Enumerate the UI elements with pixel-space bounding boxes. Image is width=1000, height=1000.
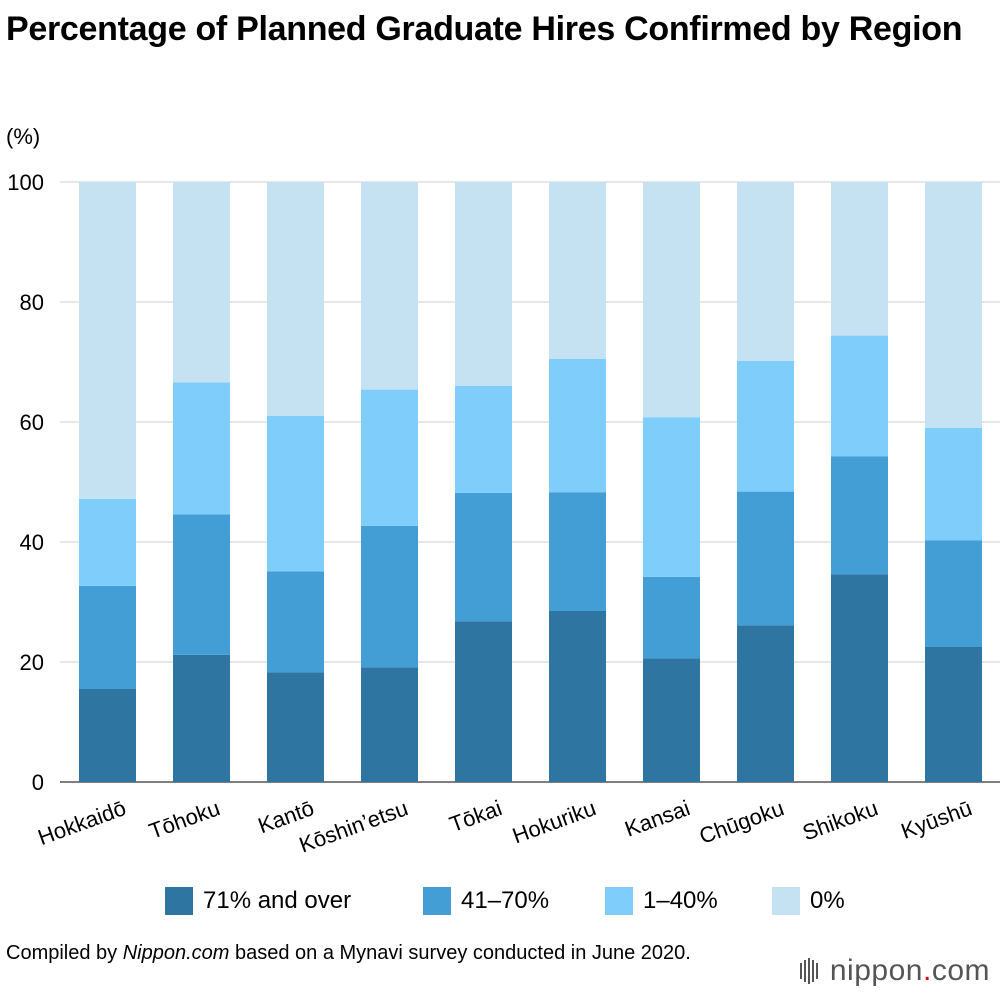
bar-segment — [925, 647, 982, 782]
y-tick-label: 100 — [7, 170, 44, 195]
x-tick-label: Kyūshū — [898, 795, 976, 844]
bar-stack — [361, 182, 418, 782]
logo-text: nippon — [829, 954, 923, 987]
x-tick-label: Tōhoku — [146, 795, 224, 844]
bar-segment — [549, 182, 606, 359]
bar-segment — [173, 382, 230, 515]
nippon-logo-icon — [799, 958, 818, 984]
bar-segment — [455, 386, 512, 493]
x-tick-label: Shikoku — [799, 795, 881, 845]
bar-segment — [549, 611, 606, 782]
source-name: Nippon.com — [122, 942, 230, 964]
bar-segment — [831, 574, 888, 782]
legend-item-71-and-over: 71% and over — [165, 884, 351, 918]
bar-segment — [361, 389, 418, 526]
bar-segment — [455, 492, 512, 622]
bar-segment — [455, 621, 512, 782]
bar-segment — [831, 182, 888, 336]
y-axis-unit-label: (%) — [6, 124, 41, 149]
bar-segment — [925, 182, 982, 428]
bar-segment — [79, 689, 136, 782]
bar-segment — [643, 658, 700, 782]
x-tick-label: Hokkaidō — [34, 795, 129, 850]
bar-segment — [925, 540, 982, 647]
bar-segment — [267, 571, 324, 673]
y-tick-label: 40 — [20, 530, 44, 555]
bar-segment — [643, 417, 700, 577]
bar-stack — [79, 182, 136, 782]
bar-segment — [79, 585, 136, 689]
bar-segment — [361, 525, 418, 668]
bar-segment — [267, 182, 324, 416]
legend-item-1-40: 1–40% — [605, 884, 718, 918]
legend-item-41-70: 41–70% — [423, 884, 549, 918]
bar-segment — [737, 625, 794, 782]
bar-segment — [831, 335, 888, 457]
x-tick-label: Chūgoku — [696, 795, 787, 849]
bar-segment — [549, 492, 606, 611]
bar-segment — [643, 182, 700, 418]
bar-segment — [267, 416, 324, 572]
bar-stack — [643, 182, 700, 782]
bar-stack — [173, 182, 230, 782]
x-tick-label: Kansai — [621, 795, 693, 842]
y-axis-ticks: 0 20 40 60 80 100 — [7, 170, 44, 795]
y-tick-label: 60 — [20, 410, 44, 435]
x-tick-label: Kōshin’etsu — [296, 795, 411, 857]
bar-segment — [173, 654, 230, 782]
legend-label: 71% and over — [203, 887, 352, 914]
chart-title: Percentage of Planned Graduate Hires Con… — [6, 10, 963, 48]
bar-stack — [737, 182, 794, 782]
legend-swatch-71-and-over — [165, 887, 193, 915]
y-tick-label: 0 — [32, 770, 44, 795]
bar-stack — [549, 182, 606, 782]
logo-dot: . — [922, 954, 932, 987]
bar-segment — [361, 182, 418, 390]
bar-segment — [737, 360, 794, 492]
source-suffix: based on a Mynavi survey conducted in Ju… — [229, 942, 691, 964]
nippon-logo: nippon. com — [799, 954, 990, 988]
bar-stack — [455, 182, 512, 782]
bar-segment — [79, 498, 136, 586]
y-tick-label: 80 — [20, 290, 44, 315]
bar-segment — [737, 491, 794, 626]
bar-segment — [267, 672, 324, 782]
bar-segment — [643, 576, 700, 659]
bar-segment — [831, 456, 888, 575]
bar-segment — [361, 667, 418, 782]
source-prefix: Compiled by — [6, 942, 123, 964]
legend-swatch-1-40 — [605, 887, 633, 915]
bar-segment — [549, 359, 606, 493]
x-tick-label: Hokuriku — [509, 795, 599, 848]
legend-item-0: 0% — [772, 884, 845, 918]
legend-label: 0% — [810, 887, 845, 914]
y-tick-label: 20 — [20, 650, 44, 675]
x-tick-label: Tōkai — [446, 795, 505, 837]
bar-stack — [831, 182, 888, 782]
bar-segment — [455, 182, 512, 386]
bar-segment — [173, 182, 230, 383]
bar-stacks — [79, 182, 982, 782]
legend-label: 1–40% — [643, 887, 718, 914]
bar-segment — [737, 182, 794, 361]
legend-swatch-41-70 — [423, 887, 451, 915]
legend-label: 41–70% — [461, 887, 550, 914]
source-note: Compiled by Nippon.com based on a Mynavi… — [6, 940, 766, 967]
bar-stack — [267, 182, 324, 782]
bar-segment — [79, 182, 136, 499]
bar-segment — [925, 428, 982, 541]
logo-suffix: com — [931, 954, 990, 987]
legend: 71% and over 41–70% 1–40% 0% — [0, 884, 1000, 918]
bar-stack — [925, 182, 982, 782]
legend-swatch-0 — [772, 887, 800, 915]
bar-segment — [173, 514, 230, 655]
